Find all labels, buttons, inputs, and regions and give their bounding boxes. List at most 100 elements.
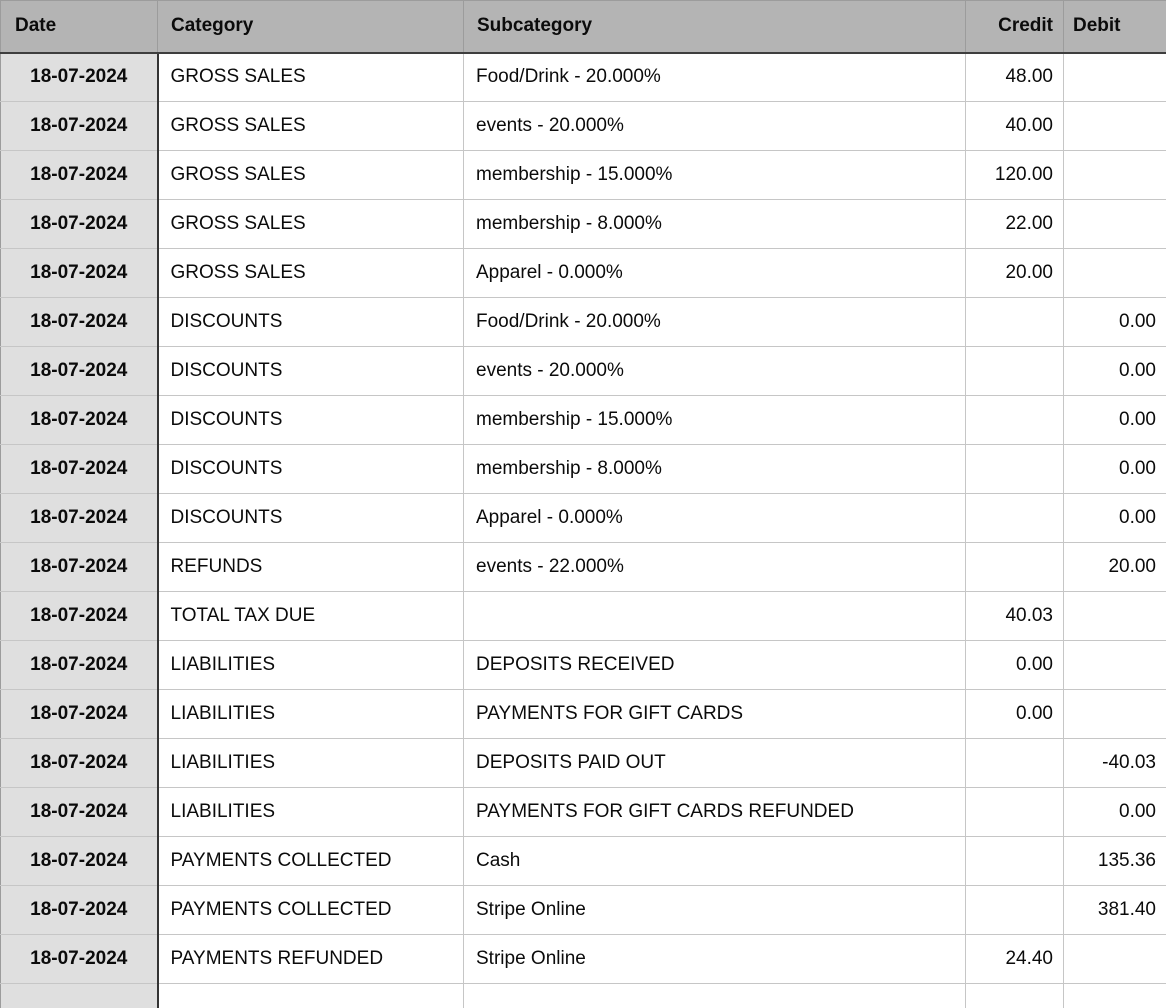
cell-credit: 20.00 bbox=[965, 248, 1064, 298]
cell-subcategory bbox=[463, 591, 966, 641]
cell-debit bbox=[1063, 591, 1166, 641]
cell-credit bbox=[965, 836, 1064, 886]
table-header: Date Category Subcategory Credit Debit bbox=[0, 0, 1166, 54]
cell-debit: 135.36 bbox=[1063, 836, 1166, 886]
cell-credit bbox=[965, 738, 1064, 788]
cell-credit bbox=[965, 983, 1064, 1008]
cell-category: GROSS SALES bbox=[157, 199, 464, 249]
cell-category: LIABILITIES bbox=[157, 689, 464, 739]
cell-category: PAYMENTS REFUNDED bbox=[157, 934, 464, 984]
header-debit: Debit bbox=[1063, 0, 1166, 54]
cell-subcategory: events - 20.000% bbox=[463, 101, 966, 151]
table-row: 18-07-2024 GROSS SALES events - 20.000% 40.… bbox=[0, 101, 1166, 151]
cell-date: 18-07-2024 bbox=[0, 444, 159, 494]
cell-date: 18-07-2024 bbox=[0, 591, 159, 641]
header-category: Category bbox=[157, 0, 464, 54]
cell-credit bbox=[965, 444, 1064, 494]
cell-category: GROSS SALES bbox=[157, 52, 464, 102]
header-subcategory: Subcategory bbox=[463, 0, 966, 54]
cell-category: REFUNDS bbox=[157, 542, 464, 592]
cell-date: 18-07-2024 bbox=[0, 199, 159, 249]
cell-subcategory: PAYMENTS FOR GIFT CARDS bbox=[463, 689, 966, 739]
cell-credit: 40.03 bbox=[965, 591, 1064, 641]
cell-subcategory: Food/Drink - 20.000% bbox=[463, 52, 966, 102]
table-row: 18-07-2024 LIABILITIES DEPOSITS PAID OUT -4… bbox=[0, 738, 1166, 788]
cell-subcategory: Apparel - 0.000% bbox=[463, 493, 966, 543]
cell-subcategory: events - 22.000% bbox=[463, 542, 966, 592]
cell-debit: 0.00 bbox=[1063, 787, 1166, 837]
cell-date bbox=[0, 983, 159, 1008]
header-date: Date bbox=[0, 0, 158, 54]
cell-subcategory: Stripe Online bbox=[463, 885, 966, 935]
cell-debit bbox=[1063, 150, 1166, 200]
cell-date: 18-07-2024 bbox=[0, 689, 159, 739]
cell-debit: 0.00 bbox=[1063, 395, 1166, 445]
cell-date: 18-07-2024 bbox=[0, 493, 159, 543]
cell-date: 18-07-2024 bbox=[0, 248, 159, 298]
cell-credit: 40.00 bbox=[965, 101, 1064, 151]
cell-credit: 22.00 bbox=[965, 199, 1064, 249]
cell-subcategory: DEPOSITS RECEIVED bbox=[463, 640, 966, 690]
cell-date: 18-07-2024 bbox=[0, 934, 159, 984]
table-row: 18-07-2024 GROSS SALES membership - 8.000%… bbox=[0, 199, 1166, 249]
cell-subcategory: membership - 15.000% bbox=[463, 395, 966, 445]
cell-credit bbox=[965, 787, 1064, 837]
table-row: 18-07-2024 GROSS SALES membership - 15.000… bbox=[0, 150, 1166, 200]
cell-subcategory: membership - 15.000% bbox=[463, 150, 966, 200]
cell-debit bbox=[1063, 983, 1166, 1008]
table-row: 18-07-2024 DISCOUNTS membership - 15.000% 0… bbox=[0, 395, 1166, 445]
cell-category: DISCOUNTS bbox=[157, 297, 464, 347]
cell-debit: 0.00 bbox=[1063, 444, 1166, 494]
cell-subcategory: membership - 8.000% bbox=[463, 444, 966, 494]
cell-credit bbox=[965, 395, 1064, 445]
cell-credit bbox=[965, 493, 1064, 543]
cell-category: GROSS SALES bbox=[157, 101, 464, 151]
partial-next-row bbox=[0, 983, 1166, 1008]
cell-debit bbox=[1063, 101, 1166, 151]
cell-credit bbox=[965, 542, 1064, 592]
cell-category: LIABILITIES bbox=[157, 787, 464, 837]
table-row: 18-07-2024 GROSS SALES Food/Drink - 20.000… bbox=[0, 52, 1166, 102]
table-row: 18-07-2024 REFUNDS events - 22.000% 20.00 bbox=[0, 542, 1166, 592]
cell-category: PAYMENTS COLLECTED bbox=[157, 885, 464, 935]
cell-debit: 0.00 bbox=[1063, 346, 1166, 396]
cell-category: PAYMENTS COLLECTED bbox=[157, 836, 464, 886]
cell-subcategory: Food/Drink - 20.000% bbox=[463, 297, 966, 347]
cell-date: 18-07-2024 bbox=[0, 297, 159, 347]
table-row: 18-07-2024 PAYMENTS COLLECTED Stripe Onlin… bbox=[0, 885, 1166, 935]
header-row: Date Category Subcategory Credit Debit bbox=[0, 0, 1166, 54]
cell-category: LIABILITIES bbox=[157, 738, 464, 788]
cell-debit: -40.03 bbox=[1063, 738, 1166, 788]
cell-category: GROSS SALES bbox=[157, 248, 464, 298]
cell-date: 18-07-2024 bbox=[0, 738, 159, 788]
cell-subcategory: DEPOSITS PAID OUT bbox=[463, 738, 966, 788]
cell-credit: 24.40 bbox=[965, 934, 1064, 984]
cell-category: DISCOUNTS bbox=[157, 346, 464, 396]
cell-date: 18-07-2024 bbox=[0, 836, 159, 886]
cell-date: 18-07-2024 bbox=[0, 787, 159, 837]
cell-date: 18-07-2024 bbox=[0, 542, 159, 592]
cell-subcategory: Cash bbox=[463, 836, 966, 886]
cell-debit: 0.00 bbox=[1063, 297, 1166, 347]
cell-debit bbox=[1063, 248, 1166, 298]
cell-credit: 48.00 bbox=[965, 52, 1064, 102]
cell-category: LIABILITIES bbox=[157, 640, 464, 690]
cell-debit bbox=[1063, 934, 1166, 984]
table-row: 18-07-2024 LIABILITIES PAYMENTS FOR GIFT C… bbox=[0, 787, 1166, 837]
cell-debit bbox=[1063, 199, 1166, 249]
table-row: 18-07-2024 DISCOUNTS events - 20.000% 0.00 bbox=[0, 346, 1166, 396]
cell-subcategory: Apparel - 0.000% bbox=[463, 248, 966, 298]
cell-debit: 0.00 bbox=[1063, 493, 1166, 543]
cell-credit: 120.00 bbox=[965, 150, 1064, 200]
cell-date: 18-07-2024 bbox=[0, 640, 159, 690]
cell-subcategory bbox=[463, 983, 966, 1008]
cell-category: GROSS SALES bbox=[157, 150, 464, 200]
cell-date: 18-07-2024 bbox=[0, 346, 159, 396]
cell-date: 18-07-2024 bbox=[0, 150, 159, 200]
cell-date: 18-07-2024 bbox=[0, 395, 159, 445]
cell-category: DISCOUNTS bbox=[157, 395, 464, 445]
cell-credit bbox=[965, 297, 1064, 347]
cell-subcategory: PAYMENTS FOR GIFT CARDS REFUNDED bbox=[463, 787, 966, 837]
